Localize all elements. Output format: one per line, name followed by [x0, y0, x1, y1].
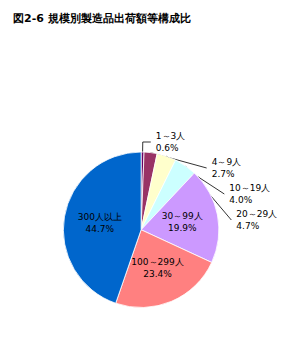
svg-text:4～9人: 4～9人 [212, 157, 241, 167]
svg-text:4.0%: 4.0% [229, 195, 252, 205]
svg-text:300人以上: 300人以上 [78, 212, 122, 222]
svg-text:10～19人: 10～19人 [229, 183, 270, 193]
svg-text:44.7%: 44.7% [86, 224, 115, 234]
svg-text:1～3人: 1～3人 [156, 131, 185, 141]
svg-text:図2-6 規模別製造品出荷額等構成比: 図2-6 規模別製造品出荷額等構成比 [13, 12, 191, 25]
svg-text:20～29人: 20～29人 [236, 209, 277, 219]
svg-text:30～99人: 30～99人 [162, 211, 203, 221]
svg-text:100～299人: 100～299人 [131, 257, 183, 267]
svg-text:0.6%: 0.6% [156, 143, 179, 153]
svg-text:19.9%: 19.9% [168, 223, 197, 233]
svg-text:2.7%: 2.7% [212, 169, 235, 179]
svg-text:4.7%: 4.7% [236, 221, 259, 231]
svg-text:23.4%: 23.4% [143, 269, 172, 279]
